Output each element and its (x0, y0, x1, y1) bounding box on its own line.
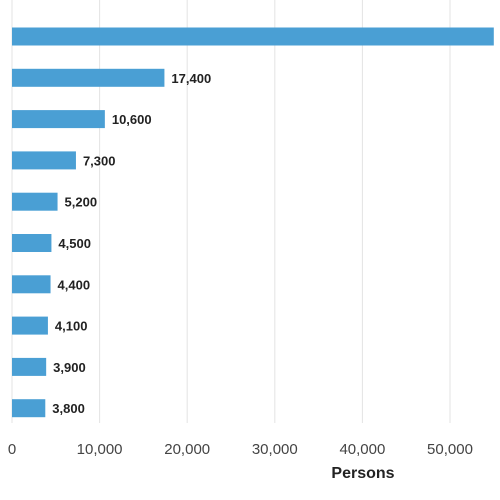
bar (12, 357, 47, 376)
bar (12, 275, 51, 294)
bar-value-label: 4,400 (58, 277, 91, 292)
bar-value-label: 5,200 (65, 195, 98, 210)
bar-value-label: 4,500 (58, 236, 91, 251)
bar (12, 68, 165, 87)
bar-value-label: 7,300 (83, 153, 116, 168)
data-labels: 17,400 10,600 7,300 5,200 4,500 4,400 4,100 3,9… (52, 71, 211, 416)
bar (12, 234, 52, 252)
bar (12, 27, 494, 46)
bar (12, 151, 76, 170)
bar (12, 110, 105, 129)
bar-value-label: 3,800 (52, 401, 85, 416)
x-tick-label: 40,000 (339, 441, 385, 458)
bars (12, 27, 494, 418)
x-axis-ticks: 0 10,000 20,000 30,000 40,000 50,000 (8, 441, 473, 458)
x-tick-label: 50,000 (427, 441, 473, 458)
bar (12, 316, 48, 335)
x-tick-label: 20,000 (164, 441, 210, 458)
x-tick-label: 0 (8, 441, 16, 458)
bar (12, 399, 46, 418)
x-axis-title: Persons (331, 465, 394, 482)
bar-value-label: 4,100 (55, 319, 88, 334)
bar-value-label: 3,900 (53, 360, 86, 375)
bar-value-label: 10,600 (112, 112, 152, 127)
x-tick-label: 10,000 (77, 441, 123, 458)
bar-value-label: 17,400 (171, 71, 211, 86)
bar (12, 192, 58, 211)
x-tick-label: 30,000 (252, 441, 298, 458)
